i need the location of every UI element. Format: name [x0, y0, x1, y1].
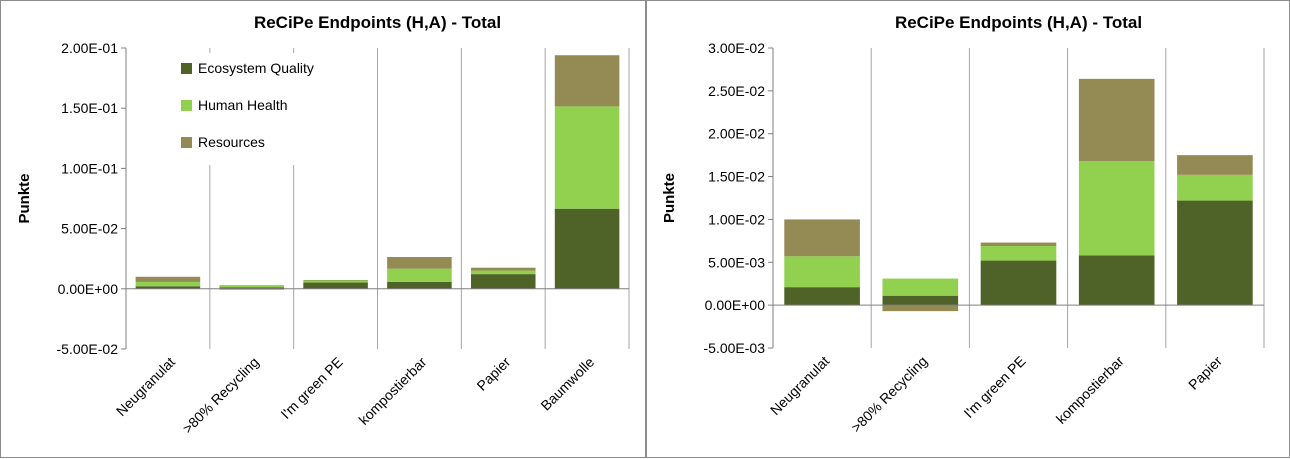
- chart2-bar-2-5: [1177, 174, 1253, 201]
- chart2-y-label: Punkte: [661, 173, 678, 223]
- chart1-legend-label: Human Health: [198, 97, 288, 113]
- chart2-x-tick-label: I'm green PE: [960, 353, 1028, 421]
- chart-right: ReCiPe Endpoints (H,A) - Total -5.00E-03 0…: [646, 0, 1290, 458]
- chart1-legend-swatch: [181, 137, 192, 148]
- chart2-bar-1-4: [1078, 255, 1155, 306]
- chart1-legend: [169, 53, 364, 165]
- chart1-y-label: Punkte: [16, 173, 33, 223]
- chart1-y-tick-label: 2.00E-01: [61, 40, 118, 56]
- chart2-bar-2-2: [882, 278, 959, 296]
- chart1-bar-1-2: [219, 287, 285, 289]
- chart1-y-tick-label: 5.00E-02: [61, 221, 118, 237]
- chart2-y-tick-label: 0.00E+00: [705, 297, 766, 313]
- chart1-bar-2-6: [554, 106, 620, 209]
- chart2-y-tick-label: 2.00E-02: [708, 126, 765, 142]
- chart1-x-tick-label: kompostierbar: [356, 354, 430, 428]
- chart1-bar-3-1: [135, 276, 201, 282]
- chart2-y-tick-label: -5.00E-03: [704, 340, 766, 356]
- chart2-x-tick-label: Papier: [1185, 353, 1225, 393]
- chart2-bar-1-1: [784, 287, 860, 306]
- chart1-bar-1-4: [387, 281, 452, 289]
- chart-left-svg: ReCiPe Endpoints (H,A) - Total -5.00E-02 0…: [16, 13, 630, 437]
- chart2-bar-3-3: [980, 242, 1057, 246]
- chart2-y-tick-label: 2.50E-02: [708, 83, 765, 99]
- chart1-legend-label: Ecosystem Quality: [198, 60, 314, 76]
- chart1-y-tick-label: 0.00E+00: [58, 281, 119, 297]
- chart1-bar-1-5: [470, 274, 536, 289]
- chart-right-svg: ReCiPe Endpoints (H,A) - Total -5.00E-03 0…: [661, 13, 1265, 436]
- chart1-bar-3-4: [387, 257, 452, 269]
- chart1-title: ReCiPe Endpoints (H,A) - Total: [254, 13, 501, 32]
- chart1-legend-swatch: [181, 100, 192, 111]
- chart1-legend-label: Resources: [198, 134, 265, 150]
- chart2-x-tick-label: >80% Recycling: [848, 353, 931, 436]
- chart2-bar-1-2: [882, 295, 959, 306]
- chart1-bar-2-3: [303, 280, 368, 283]
- chart1-bar-1-6: [554, 208, 620, 289]
- chart2-y-tick-label: 5.00E-03: [708, 254, 765, 270]
- chart2-bar-1-3: [980, 260, 1057, 306]
- chart2-y-tick-label: 1.00E-02: [708, 211, 765, 227]
- chart2-bar-3-1: [784, 219, 860, 257]
- chart1-y-tick-label: -5.00E-02: [57, 341, 119, 357]
- chart1-x-tick-label: Papier: [473, 354, 513, 394]
- chart2-bar-2-3: [980, 246, 1057, 261]
- chart1-x-tick-label: I'm green PE: [277, 354, 345, 422]
- chart1-legend-swatch: [181, 63, 192, 74]
- chart2-x-tick-label: kompostierbar: [1053, 353, 1127, 427]
- chart1-x-tick-label: Neugranulat: [113, 354, 178, 419]
- chart1-bar-2-1: [135, 281, 201, 287]
- chart1-bar-1-3: [303, 282, 368, 289]
- chart1-bar-2-4: [387, 268, 452, 282]
- chart1-y-tick-label: 1.00E-01: [61, 160, 118, 176]
- chart1-bar-3-6: [554, 55, 620, 107]
- chart1-bar-2-2: [219, 285, 285, 288]
- chart2-bar-2-4: [1078, 161, 1155, 256]
- chart2-y-tick-label: 1.50E-02: [708, 169, 765, 185]
- chart1-bar-1-1: [135, 286, 201, 289]
- chart2-title: ReCiPe Endpoints (H,A) - Total: [895, 13, 1142, 32]
- chart1-bar-3-5: [470, 267, 536, 271]
- chart2-bar-3-5: [1177, 155, 1253, 175]
- chart2-x-tick-label: Neugranulat: [767, 353, 832, 418]
- chart2-y-tick-label: 3.00E-02: [708, 40, 765, 56]
- chart1-bar-2-5: [470, 270, 536, 275]
- chart2-bar-1-5: [1177, 200, 1253, 306]
- chart2-bar-2-1: [784, 256, 860, 288]
- chart2-bar-3-2: [882, 305, 959, 312]
- chart1-y-tick-label: 1.50E-01: [61, 100, 118, 116]
- chart1-x-tick-label: >80% Recycling: [179, 354, 262, 437]
- chart-left: ReCiPe Endpoints (H,A) - Total -5.00E-02 0…: [0, 0, 646, 458]
- chart2-bar-3-4: [1078, 78, 1155, 162]
- chart1-x-tick-label: Baumwolle: [537, 354, 597, 414]
